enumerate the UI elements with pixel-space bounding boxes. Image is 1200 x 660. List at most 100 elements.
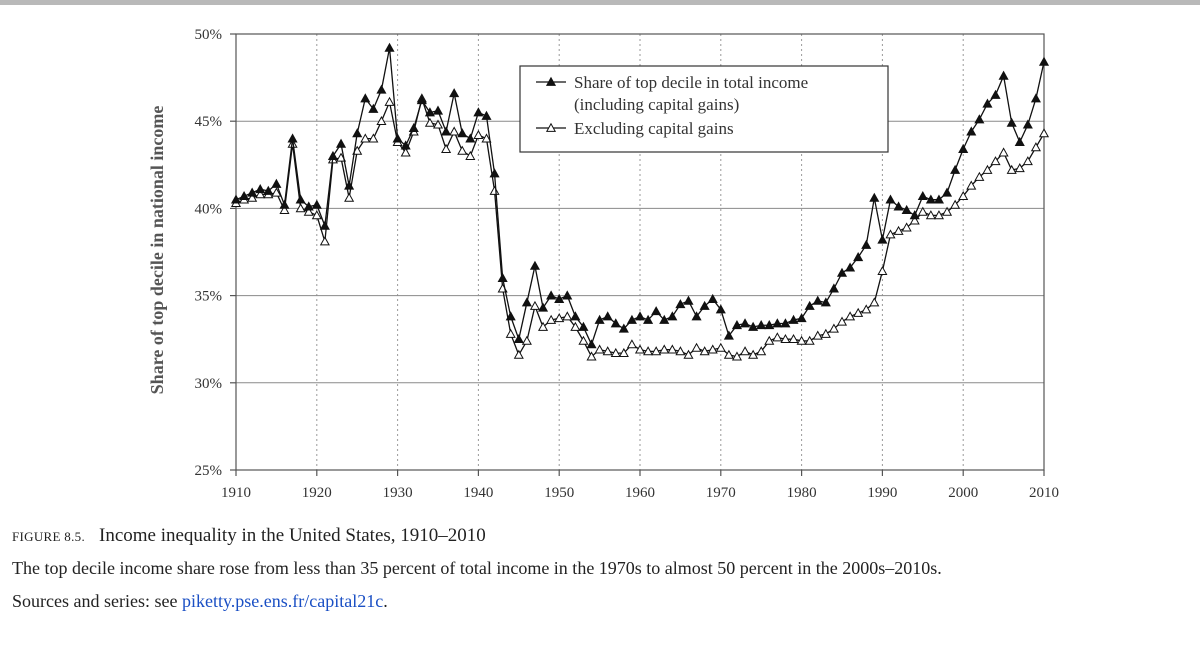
open-triangle-point xyxy=(1030,142,1041,152)
open-triangle-point xyxy=(772,332,783,342)
open-triangle-point xyxy=(796,335,807,345)
filled-triangle-point xyxy=(756,320,767,330)
open-triangle-point xyxy=(481,133,492,143)
open-triangle-point xyxy=(465,150,476,160)
filled-triangle-point xyxy=(1022,119,1033,129)
filled-triangle-point xyxy=(554,293,565,303)
open-triangle-point xyxy=(578,335,589,345)
open-triangle-point xyxy=(764,335,775,345)
filled-triangle-point xyxy=(659,314,670,324)
filled-triangle-point xyxy=(449,88,460,98)
open-triangle-point xyxy=(748,349,759,359)
open-triangle-point xyxy=(360,133,371,143)
filled-triangle-point xyxy=(958,143,969,153)
legend-marker-filled xyxy=(545,76,557,86)
open-triangle-point xyxy=(247,192,258,202)
filled-triangle-point xyxy=(521,297,532,307)
filled-triangle-point xyxy=(691,311,702,321)
filled-triangle-point xyxy=(699,300,710,310)
open-triangle-point xyxy=(602,346,613,356)
filled-triangle-point xyxy=(853,252,864,262)
filled-triangle-point xyxy=(287,133,298,143)
open-triangle-point xyxy=(424,117,435,127)
x-tick-label: 1950 xyxy=(544,485,574,501)
filled-triangle-point xyxy=(974,114,985,124)
open-triangle-point xyxy=(651,346,662,356)
open-triangle-point xyxy=(828,323,839,333)
filled-triangle-point xyxy=(513,333,524,344)
series-layer xyxy=(230,42,1050,361)
filled-triangle-point xyxy=(368,103,379,113)
open-triangle-point xyxy=(618,347,629,358)
filled-triangle-point xyxy=(634,311,646,321)
x-tick-label: 1960 xyxy=(625,485,655,501)
open-triangle-point xyxy=(554,313,565,323)
filled-triangle-point xyxy=(748,321,759,331)
filled-triangle-point xyxy=(529,260,541,270)
figure-sources: Sources and series: see piketty.pse.ens.… xyxy=(12,589,1192,613)
x-tick-label: 2010 xyxy=(1029,485,1059,501)
filled-triangle-point xyxy=(441,126,452,136)
open-triangle-point xyxy=(966,180,977,190)
axes: 1910 1920 1930 1940 1950 1960 1970 1980 1990 2000… xyxy=(195,27,1060,501)
filled-triangle-point xyxy=(1030,93,1041,103)
open-triangle-point xyxy=(958,190,969,201)
open-triangle-point xyxy=(780,333,791,344)
filled-triangle-point xyxy=(651,306,662,316)
open-triangle-point xyxy=(521,335,532,345)
filled-triangle-point xyxy=(820,297,831,307)
filled-triangle-point xyxy=(804,300,815,310)
open-triangle-point xyxy=(812,330,823,340)
filled-triangle-point xyxy=(1014,136,1025,146)
filled-triangle-point xyxy=(319,220,330,230)
open-triangle-point xyxy=(691,342,702,352)
filled-triangle-point xyxy=(836,267,848,277)
open-triangle-point xyxy=(279,204,290,215)
open-triangle-point xyxy=(610,347,621,358)
open-triangle-point xyxy=(400,147,411,157)
open-triangle-point xyxy=(885,229,896,239)
filled-triangle-point xyxy=(845,262,856,272)
open-triangle-point xyxy=(1038,128,1050,138)
filled-triangle-point xyxy=(537,302,549,312)
filled-triangle-point xyxy=(917,190,928,201)
open-triangle-point xyxy=(877,265,888,276)
filled-triangle-point xyxy=(408,122,419,133)
legend-label-line-2: (including capital gains) xyxy=(574,95,739,114)
open-triangle-point xyxy=(643,346,654,356)
open-triangle-point xyxy=(537,321,549,331)
sources-link[interactable]: piketty.pse.ens.fr/capital21c xyxy=(181,591,384,611)
figure-description: The top decile income share rose from le… xyxy=(12,558,942,578)
y-tick-label: 25% xyxy=(195,463,223,479)
x-tick-label: 2000 xyxy=(948,485,978,501)
filled-triangle-point xyxy=(893,201,904,211)
open-triangle-point xyxy=(505,328,516,338)
open-triangle-point xyxy=(836,316,848,326)
filled-triangle-point xyxy=(392,133,403,143)
filled-triangle-point xyxy=(788,314,799,324)
open-triangle-point xyxy=(376,115,387,126)
filled-triangle-point xyxy=(861,239,872,249)
filled-triangle-point xyxy=(909,210,920,220)
filled-triangle-point xyxy=(780,318,791,328)
open-triangle-point xyxy=(925,210,936,220)
legend-label-excluding: Excluding capital gains xyxy=(574,119,734,138)
open-triangle-point xyxy=(739,346,751,356)
top-bar xyxy=(0,0,1200,5)
filled-triangle-point xyxy=(901,204,912,215)
filled-triangle-point xyxy=(570,311,581,321)
filled-triangle-point xyxy=(950,164,961,174)
legend: Share of top decile in total income (incl… xyxy=(519,65,889,153)
filled-triangle-point xyxy=(263,185,274,195)
open-triangle-point xyxy=(950,199,961,209)
open-triangle-point xyxy=(683,349,694,359)
open-triangle-point xyxy=(529,300,541,310)
filled-triangle-point xyxy=(998,70,1009,80)
open-triangle-point xyxy=(933,210,945,220)
filled-triangle-point xyxy=(941,187,953,197)
filled-triangle-point xyxy=(667,311,678,321)
open-triangle-point xyxy=(723,349,734,359)
open-triangle-point xyxy=(255,189,266,199)
filled-triangle-point xyxy=(828,283,839,293)
open-triangle-point xyxy=(368,133,379,143)
